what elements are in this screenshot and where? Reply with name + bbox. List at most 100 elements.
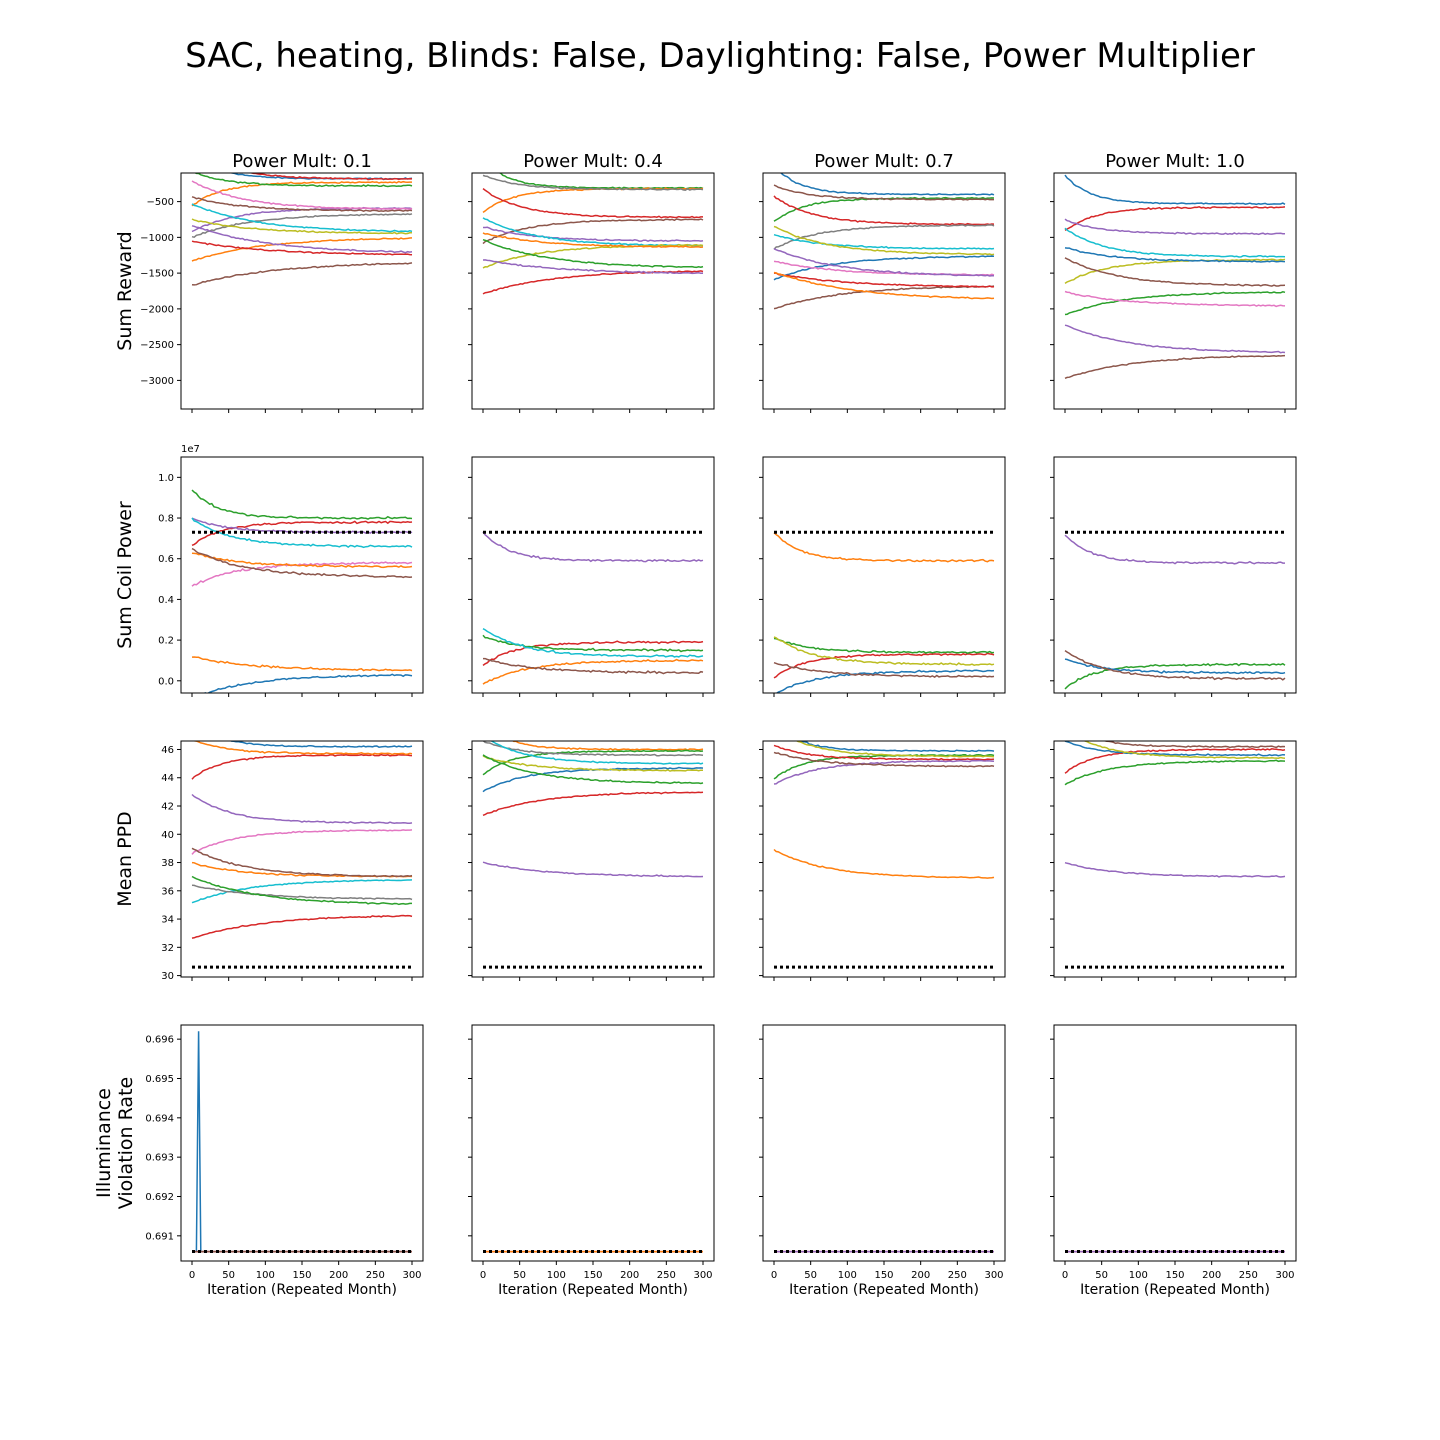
column-title: Power Mult: 1.0 (1105, 151, 1245, 172)
y-tick-label: 46 (161, 745, 174, 756)
series-line (490, 741, 704, 765)
x-tick-label: 100 (547, 1270, 566, 1281)
column-title: Power Mult: 0.4 (523, 151, 663, 172)
series-line (191, 914, 413, 939)
series-group (482, 531, 704, 685)
series-line (482, 749, 704, 776)
series-line (191, 262, 413, 286)
x-tick-label: 50 (804, 1270, 817, 1281)
y-tick-label: 0.692 (145, 1192, 174, 1203)
x-tick-label: 200 (911, 1270, 930, 1281)
series-line (191, 520, 413, 546)
series-line (193, 173, 413, 188)
series-line (775, 669, 995, 693)
x-tick-label: 250 (366, 1270, 385, 1281)
series-line (191, 753, 413, 780)
series-line (482, 754, 704, 785)
y-tick-label: −2500 (140, 340, 174, 351)
subplot-r4-c2: 0 50 100 150 200 250 300 Iteration (Repeated Mo… (468, 1024, 715, 1298)
x-tick-label: 0 (1062, 1270, 1068, 1281)
series-line (773, 751, 995, 768)
series-group (1064, 174, 1286, 379)
series-line (773, 195, 995, 226)
series-line (191, 180, 413, 210)
y-tick-label: 0.0 (158, 676, 174, 687)
series-line (773, 285, 995, 310)
subplot-r1-c2: Power Mult: 0.4 (468, 151, 715, 413)
y-tick-label: 44 (161, 773, 174, 784)
y-tick-label: 32 (161, 943, 174, 954)
series-line (1064, 534, 1285, 565)
series-line (1083, 741, 1286, 760)
series-line (482, 238, 704, 269)
x-tick-label: 0 (189, 1270, 195, 1281)
series-line (482, 531, 704, 563)
series-line (203, 673, 413, 693)
series-line (1064, 206, 1286, 231)
x-tick-label: 50 (222, 1270, 235, 1281)
series-line (1064, 257, 1286, 287)
y-tick-label: 0.696 (145, 1035, 174, 1046)
y-axis-label: Illuminance (93, 1088, 115, 1198)
series-line (773, 225, 995, 256)
series-line (1064, 218, 1286, 236)
series-group (191, 741, 413, 939)
series-line (191, 489, 413, 520)
series-line (482, 755, 704, 772)
series-line (482, 217, 703, 247)
x-axis-label: Iteration (Repeated Month) (789, 1282, 979, 1298)
x-axis-label: Iteration (Repeated Month) (1080, 1282, 1270, 1298)
y-tick-label: 0.694 (145, 1113, 174, 1124)
series-line (191, 218, 413, 235)
series-group (773, 532, 995, 693)
column-title: Power Mult: 0.7 (814, 151, 954, 172)
subplot-r1-c4: Power Mult: 1.0 (1050, 151, 1297, 413)
x-tick-label: 100 (1129, 1270, 1148, 1281)
series-line (191, 240, 413, 256)
subplot-r3-c4 (1050, 740, 1297, 981)
series-line (799, 741, 995, 753)
plot-area (1054, 741, 1296, 977)
series-line (1064, 291, 1286, 316)
series-line (191, 547, 413, 579)
series-line (191, 829, 413, 855)
series-line (773, 753, 995, 780)
plot-area (181, 173, 423, 409)
series-line (248, 173, 413, 181)
plot-area (181, 741, 423, 977)
y-tick-label: 36 (161, 886, 174, 897)
series-line (773, 224, 995, 250)
x-tick-label: 250 (657, 1270, 676, 1281)
series-line (482, 232, 704, 248)
series-line (191, 847, 413, 878)
series-line (483, 226, 704, 243)
y-axis-label: Mean PPD (114, 811, 136, 906)
y-tick-label: 0.4 (158, 595, 174, 606)
y-axis-label: Violation Rate (115, 1077, 137, 1209)
series-line (773, 759, 995, 785)
series-line (229, 741, 413, 748)
series-group (1064, 741, 1286, 878)
series-line (1064, 861, 1286, 878)
subplot-r1-c1: −3000 −2500 −2000 −1500 −1000 −500 Power Mult:… (140, 151, 424, 413)
y-tick-label: 38 (161, 858, 174, 869)
x-tick-label: 200 (620, 1270, 639, 1281)
subplot-r1-c3: Power Mult: 0.7 (759, 151, 1006, 413)
series-line (1064, 649, 1286, 681)
series-line (191, 875, 412, 906)
series-line (191, 180, 412, 207)
subplot-r3-c3 (759, 740, 1006, 981)
x-axis-label: Iteration (Repeated Month) (498, 1282, 688, 1298)
x-tick-label: 300 (1275, 1270, 1294, 1281)
series-line (511, 741, 704, 751)
series-group (773, 173, 995, 310)
series-line (1064, 290, 1286, 308)
y-tick-label: 1.0 (158, 473, 174, 484)
series-line (1064, 354, 1286, 379)
series-group (482, 173, 704, 295)
y-tick-label: −2000 (140, 304, 174, 315)
y-tick-label: 40 (161, 830, 174, 841)
x-tick-label: 50 (513, 1270, 526, 1281)
x-tick-label: 300 (984, 1270, 1003, 1281)
series-line (482, 628, 704, 658)
